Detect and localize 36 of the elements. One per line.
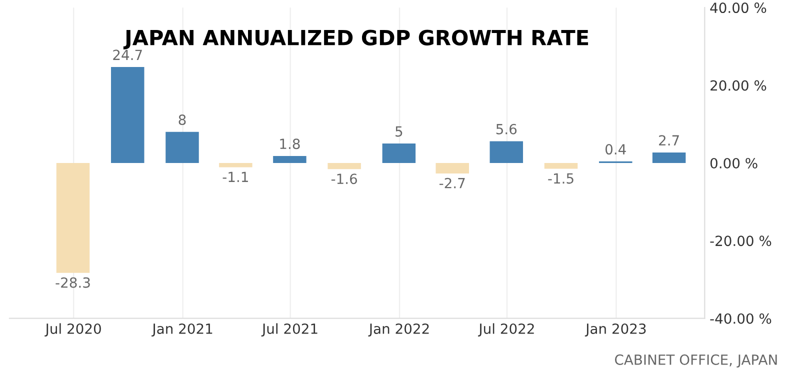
y-tick-label: 20.00 %	[710, 80, 766, 91]
x-tick-label: Jan 2023	[584, 323, 646, 337]
data-label: -1.6	[331, 174, 357, 184]
bar	[273, 156, 306, 163]
bar	[436, 162, 469, 174]
x-tick-label: Jan 2022	[368, 323, 429, 337]
data-label: 8	[178, 114, 186, 126]
data-label: 5	[396, 126, 402, 137]
x-tick-label: Jul 2022	[478, 323, 534, 337]
bar	[166, 132, 199, 163]
data-label: 1.8	[280, 138, 300, 150]
y-tick-label: 0.00 %	[710, 158, 758, 168]
data-label: 24.7	[113, 50, 142, 60]
data-label: 2.7	[659, 135, 679, 146]
data-label: -1.5	[548, 173, 574, 184]
data-label: 5.6	[496, 124, 517, 134]
data-label: -28.3	[56, 277, 90, 288]
bar	[652, 152, 686, 163]
bar	[544, 162, 578, 169]
text: JAPAN ANNUALIZED GDP GROWTH RATE	[123, 30, 588, 50]
y-tick-label: -40.00 %	[710, 313, 772, 324]
x-tick-label: Jan 2021	[152, 323, 212, 337]
x-tick-label: Jul 2020	[44, 323, 101, 337]
x-tick-label: Jul 2021	[261, 323, 318, 337]
y-tick-label: -20.00 %	[710, 236, 772, 246]
bar	[490, 141, 524, 163]
bar	[56, 162, 90, 273]
data-label: -1.1	[222, 172, 248, 182]
bar	[111, 67, 144, 163]
y-tick-label: 40.00 %	[710, 2, 766, 14]
data-label: -2.7	[439, 178, 465, 188]
bar	[219, 162, 252, 168]
text: CABINET OFFICE, JAPAN	[614, 354, 777, 368]
data-label: 0.4	[606, 144, 626, 155]
bar	[382, 144, 416, 163]
bar	[328, 162, 361, 170]
